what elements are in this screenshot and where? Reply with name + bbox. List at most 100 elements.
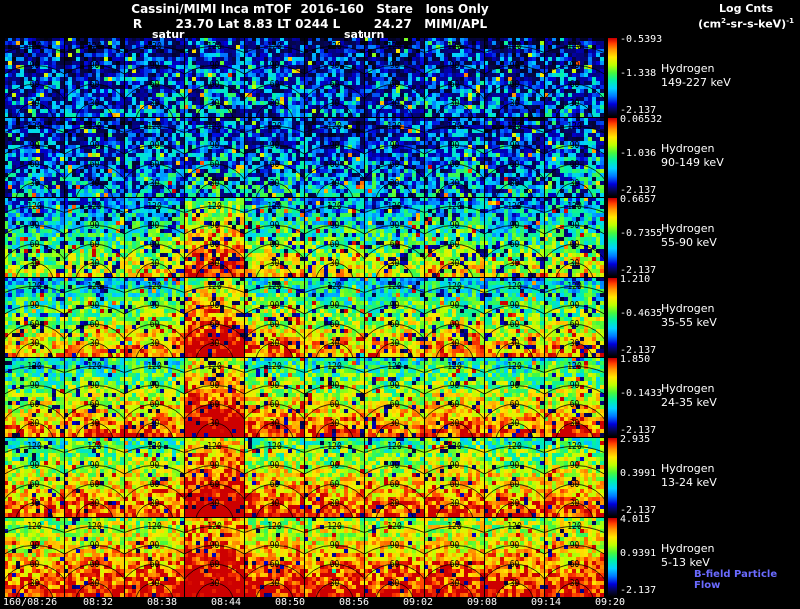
- heatmap-panel-r2c10: [545, 118, 604, 197]
- heatmap-panel-r3c9: [485, 198, 544, 277]
- saturn-direction-label-right: saturn: [344, 28, 385, 41]
- heatmap-panel-r4c10: [545, 278, 604, 357]
- scale-mid-row2: -1.036: [620, 148, 657, 159]
- heatmap-panel-r7c6: [305, 518, 364, 597]
- heatmap-panel-r4c4: [185, 278, 244, 357]
- heatmap-panel-r5c4: [185, 358, 244, 437]
- species-label: Hydrogen: [661, 462, 715, 475]
- heatmap-panel-r2c3: [125, 118, 184, 197]
- heatmap-panel-r1c10: [545, 38, 604, 117]
- heatmap-panel-r5c8: [425, 358, 484, 437]
- colorbar-row6: [608, 438, 617, 517]
- heatmap-panel-r4c8: [425, 278, 484, 357]
- heatmap-panel-r7c9: [485, 518, 544, 597]
- scale-max-row5: 1.850: [620, 354, 651, 365]
- row-label-1: Hydrogen 149-227 keV: [661, 62, 731, 90]
- species-label: Hydrogen: [661, 222, 715, 235]
- scale-min-row4: -2.137: [620, 345, 657, 356]
- species-label: Hydrogen: [661, 302, 715, 315]
- heatmap-panel-r6c3: [125, 438, 184, 517]
- heatmap-panel-r5c1: [5, 358, 64, 437]
- heatmap-panel-r1c7: [365, 38, 424, 117]
- heatmap-panel-r6c10: [545, 438, 604, 517]
- heatmap-panel-r3c8: [425, 198, 484, 277]
- energy-range-label: 90-149 keV: [661, 156, 724, 169]
- saturn-direction-label-left: satur: [152, 28, 185, 41]
- heatmap-panel-r1c5: [245, 38, 304, 117]
- heatmap-panel-r7c3: [125, 518, 184, 597]
- heatmap-panel-r1c3: [125, 38, 184, 117]
- saturn-direction-tick-right: [362, 34, 363, 38]
- time-label-2: 08:38: [146, 597, 178, 608]
- heatmap-panel-r1c6: [305, 38, 364, 117]
- heatmap-panel-r1c8: [425, 38, 484, 117]
- heatmap-panel-r6c7: [365, 438, 424, 517]
- heatmap-panel-r5c2: [65, 358, 124, 437]
- heatmap-panel-r2c4: [185, 118, 244, 197]
- heatmap-panel-r4c7: [365, 278, 424, 357]
- units-sup-2: 2: [721, 17, 726, 25]
- time-label-0: 160/08:26: [3, 597, 58, 608]
- heatmap-panel-r5c7: [365, 358, 424, 437]
- heatmap-panel-r2c1: [5, 118, 64, 197]
- units-label: (cm2-sr-s-keV)-1: [698, 15, 794, 31]
- scale-min-row2: -2.137: [620, 185, 657, 196]
- units-sup-neg1: -1: [786, 17, 794, 25]
- heatmap-panel-r3c2: [65, 198, 124, 277]
- heatmap-panel-r2c2: [65, 118, 124, 197]
- heatmap-panel-r1c1: [5, 38, 64, 117]
- energy-range-label: 149-227 keV: [661, 76, 731, 89]
- heatmap-panel-r2c6: [305, 118, 364, 197]
- colorbar-row3: [608, 198, 617, 277]
- heatmap-panel-r4c3: [125, 278, 184, 357]
- heatmap-panel-r5c9: [485, 358, 544, 437]
- heatmap-panel-r6c9: [485, 438, 544, 517]
- heatmap-panel-r3c10: [545, 198, 604, 277]
- scale-mid-row4: -0.4635: [620, 308, 663, 319]
- page-title: Cassini/MIMI Inca mTOF 2016-160 Stare Io…: [131, 2, 489, 16]
- species-label: Hydrogen: [661, 542, 715, 555]
- colorbar-row2: [608, 118, 617, 197]
- heatmap-panel-r2c7: [365, 118, 424, 197]
- scale-max-row4: 1.210: [620, 274, 651, 285]
- colorbar-row7: [608, 518, 617, 597]
- scale-mid-row6: 0.3991: [620, 468, 657, 479]
- heatmap-panel-r6c5: [245, 438, 304, 517]
- scale-max-row3: 0.6657: [620, 194, 657, 205]
- species-label: Hydrogen: [661, 62, 715, 75]
- log-counts-label: Log Cnts: [719, 2, 774, 15]
- heatmap-panel-r7c4: [185, 518, 244, 597]
- heatmap-panel-r6c8: [425, 438, 484, 517]
- heatmap-panel-r6c6: [305, 438, 364, 517]
- scale-min-row3: -2.137: [620, 265, 657, 276]
- colorbar-row1: [608, 38, 617, 117]
- scale-min-row7: -2.137: [620, 585, 657, 596]
- species-label: Hydrogen: [661, 142, 715, 155]
- heatmap-panel-r6c2: [65, 438, 124, 517]
- heatmap-panel-r7c8: [425, 518, 484, 597]
- heatmap-panel-r2c8: [425, 118, 484, 197]
- energy-range-label: 24-35 keV: [661, 396, 717, 409]
- heatmap-panel-r7c5: [245, 518, 304, 597]
- heatmap-panel-r3c4: [185, 198, 244, 277]
- scale-mid-row3: -0.7355: [620, 228, 663, 239]
- scale-mid-row1: -1.338: [620, 68, 657, 79]
- scale-min-row5: -2.137: [620, 425, 657, 436]
- colorbar-units-block: Log Cnts (cm2-sr-s-keV)-1: [698, 2, 794, 31]
- species-label: Hydrogen: [661, 382, 715, 395]
- subtitle-position-readout: R 23.70 Lat 8.83 LT 0244 L 24.27 MIMI/AP…: [132, 17, 488, 31]
- heatmap-panel-r3c6: [305, 198, 364, 277]
- units-pre: (cm: [698, 17, 722, 31]
- heatmap-panel-r1c4: [185, 38, 244, 117]
- row-label-4: Hydrogen 35-55 keV: [661, 302, 717, 330]
- heatmap-panel-r3c7: [365, 198, 424, 277]
- time-label-7: 09:08: [466, 597, 498, 608]
- energy-range-label: 35-55 keV: [661, 316, 717, 329]
- heatmap-panel-r1c9: [485, 38, 544, 117]
- heatmap-panel-r1c2: [65, 38, 124, 117]
- units-mid: -sr-s-keV): [725, 17, 787, 31]
- heatmap-panel-r7c1: [5, 518, 64, 597]
- row-label-7: Hydrogen 5-13 keV: [661, 542, 715, 570]
- heatmap-panel-r4c2: [65, 278, 124, 357]
